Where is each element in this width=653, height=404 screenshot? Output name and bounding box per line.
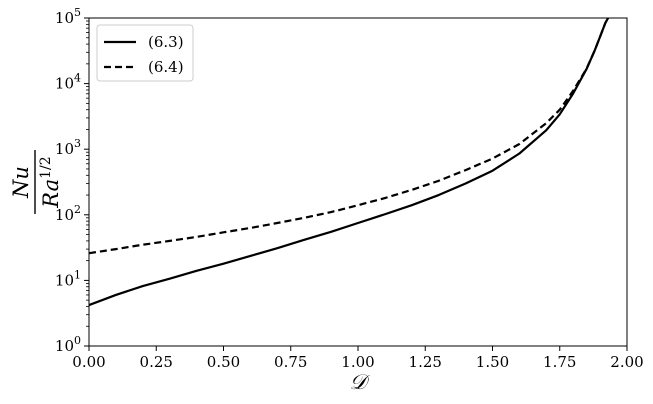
y-tick-label: 101 [55,268,81,289]
x-tick-label: 1.50 [476,353,509,371]
plot-area [89,18,610,307]
legend-label-2: (6.4) [148,58,184,76]
y-tick-label: 103 [55,137,81,158]
y-axis: 100 101 102 103 104 105 [55,6,89,355]
x-tick-label: 0.50 [207,353,240,371]
x-tick-label: 0.25 [140,353,173,371]
x-tick-label: 0.75 [274,353,307,371]
y-axis-label-denominator-exponent: 1/2 [38,156,54,179]
y-tick-label: 100 [55,334,81,355]
x-tick-label: 1.00 [341,353,374,371]
series-group [89,18,610,307]
y-axis-label-numerator: Nu [9,166,33,199]
series-line-1 [89,18,610,307]
legend-label-1: (6.3) [148,33,184,51]
x-tick-label: 1.75 [543,353,576,371]
legend: (6.3) (6.4) [96,24,194,82]
x-axis-label: 𝒟 [350,370,371,394]
y-axis-label-denominator-base: Ra [39,179,63,209]
x-tick-label: 2.00 [610,353,643,371]
x-tick-label: 1.25 [409,353,442,371]
y-tick-label: 104 [55,72,81,93]
y-tick-label: 102 [55,203,81,224]
y-tick-label: 105 [55,6,81,27]
x-tick-label: 0.00 [72,353,105,371]
y-axis-label-denominator: Ra1/2 [38,156,63,208]
x-axis: 0.00 0.25 0.50 0.75 1.00 1.25 1.50 1.75 2.00 [72,346,644,371]
y-axis-label: Nu Ra1/2 [9,150,63,214]
